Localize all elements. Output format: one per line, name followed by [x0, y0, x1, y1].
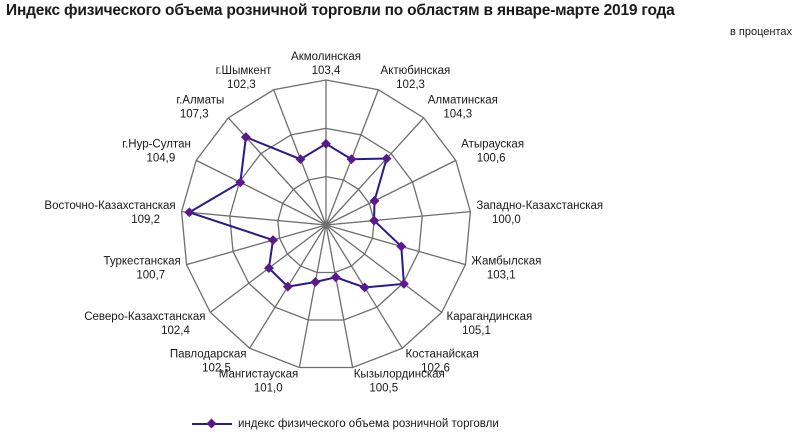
data-point-marker	[381, 153, 392, 164]
value-label: 107,3	[180, 108, 209, 120]
category-label: г.Нур-Султан	[122, 139, 191, 151]
data-point-marker	[396, 241, 407, 252]
data-point-marker	[330, 272, 341, 283]
grid-spoke	[195, 159, 327, 226]
category-label: Жамбылская	[471, 255, 541, 267]
category-label: Карагандинская	[447, 311, 533, 323]
series-line	[186, 135, 405, 289]
units-label: в процентах	[730, 26, 792, 38]
grid-ring	[180, 79, 472, 369]
category-label: Северо-Казахстанская	[84, 311, 205, 323]
category-label: Алматинская	[428, 94, 498, 106]
value-label: 103,4	[312, 65, 341, 77]
grid-spoke	[325, 224, 354, 368]
value-label: 100,6	[477, 153, 506, 165]
category-label: Восточно-Казахстанская	[44, 200, 175, 212]
value-label: 102,3	[227, 79, 256, 91]
data-point-marker	[263, 263, 274, 274]
data-point-marker	[240, 132, 251, 143]
data-point-marker	[310, 277, 321, 287]
data-series	[184, 132, 409, 293]
category-label: Акмолинская	[291, 51, 361, 63]
chart-title: Индекс физического объема розничной торг…	[6, 2, 675, 19]
grid-spoke	[227, 117, 327, 226]
category-label: Кызылординская	[354, 368, 445, 380]
grid-spoke	[325, 159, 457, 226]
value-label: 100,0	[492, 214, 521, 226]
value-label: 102,3	[396, 79, 425, 91]
data-point-marker	[359, 282, 370, 293]
category-label: Западно-Казахстанская	[476, 200, 603, 212]
data-point-marker	[369, 195, 380, 206]
data-point-marker	[282, 281, 293, 292]
grid-ring	[277, 176, 375, 274]
category-label: Павлодарская	[170, 348, 247, 360]
grid-spoke	[325, 210, 471, 226]
data-point-marker	[346, 154, 357, 165]
value-label: 102,5	[202, 362, 231, 374]
data-point-marker	[321, 138, 331, 149]
data-point-marker	[295, 154, 306, 165]
category-label: Костанайская	[405, 348, 478, 360]
grid-spoke	[298, 224, 327, 368]
category-label: Актюбинская	[381, 65, 451, 77]
value-label: 101,0	[254, 382, 283, 394]
data-point-marker	[235, 177, 246, 188]
category-label: Мангистауская	[219, 368, 299, 380]
grid-spoke	[325, 224, 466, 266]
legend: индекс физического объема розничной торг…	[192, 418, 499, 430]
value-label: 102,6	[421, 362, 450, 374]
grid-spoke	[186, 224, 327, 266]
data-point-marker	[369, 215, 380, 226]
value-label: 104,9	[146, 153, 175, 165]
data-point-marker	[268, 235, 278, 246]
legend-label: индекс физического объема розничной торг…	[238, 418, 499, 430]
data-point-marker	[398, 278, 409, 289]
grid-ring	[229, 127, 423, 321]
value-label: 102,4	[161, 325, 190, 337]
value-label: 103,1	[487, 269, 516, 281]
category-label: Туркестанская	[104, 255, 181, 267]
grid-spoke	[181, 210, 327, 226]
grid-spoke	[325, 117, 425, 226]
grid-spoke	[325, 224, 443, 313]
value-label: 109,2	[131, 214, 160, 226]
value-label: 104,3	[443, 108, 472, 120]
data-point-marker	[184, 207, 195, 218]
category-label: г.Шымкент	[216, 65, 273, 77]
legend-line-marker-icon	[192, 418, 232, 429]
category-label: г.Алматы	[176, 94, 224, 106]
value-label: 100,5	[369, 382, 398, 394]
value-label: 100,7	[136, 269, 165, 281]
value-label: 105,1	[462, 325, 491, 337]
category-label: Атырауская	[461, 139, 524, 151]
